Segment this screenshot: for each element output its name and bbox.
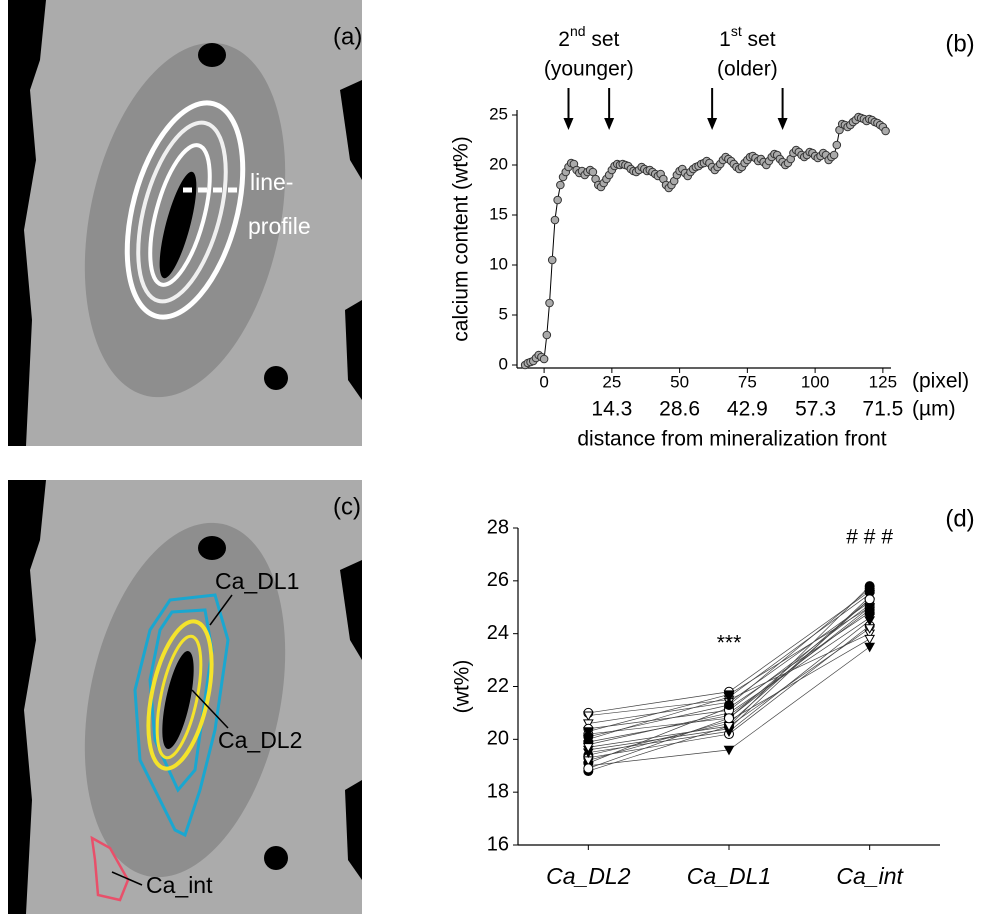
significance-note: # # #	[846, 526, 893, 549]
annotation: line-	[250, 169, 293, 195]
arrow-head	[777, 118, 788, 130]
y-axis-label: (wt%)	[451, 660, 474, 714]
y-tick-label: 20	[487, 728, 509, 750]
arrow-head	[604, 118, 615, 130]
point	[553, 195, 562, 205]
x-unit: (pixel)	[912, 370, 969, 393]
annotation-number: 2	[558, 28, 570, 51]
x2-unit: (µm)	[912, 398, 956, 421]
y-tick-label: 22	[487, 675, 509, 697]
x-tick-label: 0	[539, 372, 548, 391]
y-tick-label: 10	[489, 254, 508, 273]
y-tick-label: 24	[487, 622, 509, 644]
panel-label: (b)	[945, 30, 974, 57]
marker	[724, 713, 734, 724]
annotation-word: set	[586, 28, 620, 51]
marker	[583, 763, 594, 774]
y-tick-label: 18	[487, 780, 509, 802]
annotation: Ca_int	[146, 872, 213, 898]
marker	[864, 624, 876, 634]
y-tick-label: 0	[499, 354, 508, 373]
y-tick-label: 16	[487, 833, 509, 855]
marker	[864, 603, 876, 613]
y-axis-label: calcium content (wt%)	[450, 136, 473, 341]
annotation-suffix: nd	[570, 23, 586, 39]
y-tick-label: 28	[487, 516, 509, 538]
point	[881, 126, 890, 136]
x-tick-label: Ca_DL2	[546, 863, 631, 889]
marker	[723, 690, 735, 700]
marker	[864, 642, 876, 653]
x2-tick-label: 28.6	[659, 398, 700, 421]
point	[832, 140, 842, 150]
annotation: profile	[248, 213, 311, 239]
annotation: 2nd set	[558, 23, 619, 51]
annotation-note: (younger)	[544, 58, 634, 81]
x-tick-label: 100	[801, 372, 829, 391]
y-tick-label: 20	[489, 154, 508, 173]
arrow-head	[563, 118, 574, 130]
x-tick-label: 75	[738, 372, 757, 391]
marker	[582, 727, 594, 737]
x-tick-label: Ca_DL1	[687, 863, 771, 889]
x2-tick-label: 14.3	[591, 398, 632, 421]
micrograph-a: (a) line- profile	[8, 0, 362, 446]
micrograph-c: (c) Ca_DL1 Ca_DL2 Ca_int	[8, 480, 362, 914]
annotation-word: set	[742, 28, 776, 51]
marker	[582, 711, 594, 722]
annotation: 1st set	[719, 23, 776, 51]
x-axis-label: distance from mineralization front	[577, 428, 886, 451]
point	[547, 255, 557, 265]
marker	[864, 634, 876, 645]
x-tick-label: Ca_int	[836, 863, 904, 889]
point	[539, 354, 549, 364]
panel-label: (a)	[333, 23, 362, 50]
x2-tick-label: 42.9	[727, 398, 768, 421]
point	[550, 215, 560, 225]
point	[545, 298, 554, 308]
panel-label: (c)	[333, 493, 361, 520]
point	[588, 167, 598, 177]
annotation: Ca_DL2	[218, 727, 302, 753]
point	[829, 150, 839, 160]
marker	[582, 743, 594, 753]
marker	[864, 616, 876, 626]
annotation-number: 1	[719, 28, 731, 51]
y-tick-label: 5	[499, 304, 508, 323]
arrow-head	[707, 118, 718, 130]
y-tick-label: 25	[489, 104, 508, 123]
annotation-note: (older)	[717, 58, 778, 81]
x2-tick-label: 71.5	[862, 398, 903, 421]
y-tick-label: 26	[487, 569, 509, 591]
marker	[724, 699, 734, 710]
y-tick-label: 15	[489, 204, 508, 223]
significance-note: ***	[717, 631, 742, 654]
annotation: Ca_DL1	[215, 568, 299, 594]
marker	[864, 594, 875, 605]
x-tick-label: 25	[602, 372, 621, 391]
panel-label: (d)	[945, 505, 974, 532]
annotation-suffix: st	[731, 23, 742, 39]
marker	[864, 583, 875, 594]
point	[542, 330, 552, 340]
x-tick-label: 125	[869, 372, 897, 391]
x-tick-label: 50	[670, 372, 689, 391]
point	[556, 180, 565, 190]
marker	[723, 745, 735, 756]
x2-tick-label: 57.3	[795, 398, 836, 421]
